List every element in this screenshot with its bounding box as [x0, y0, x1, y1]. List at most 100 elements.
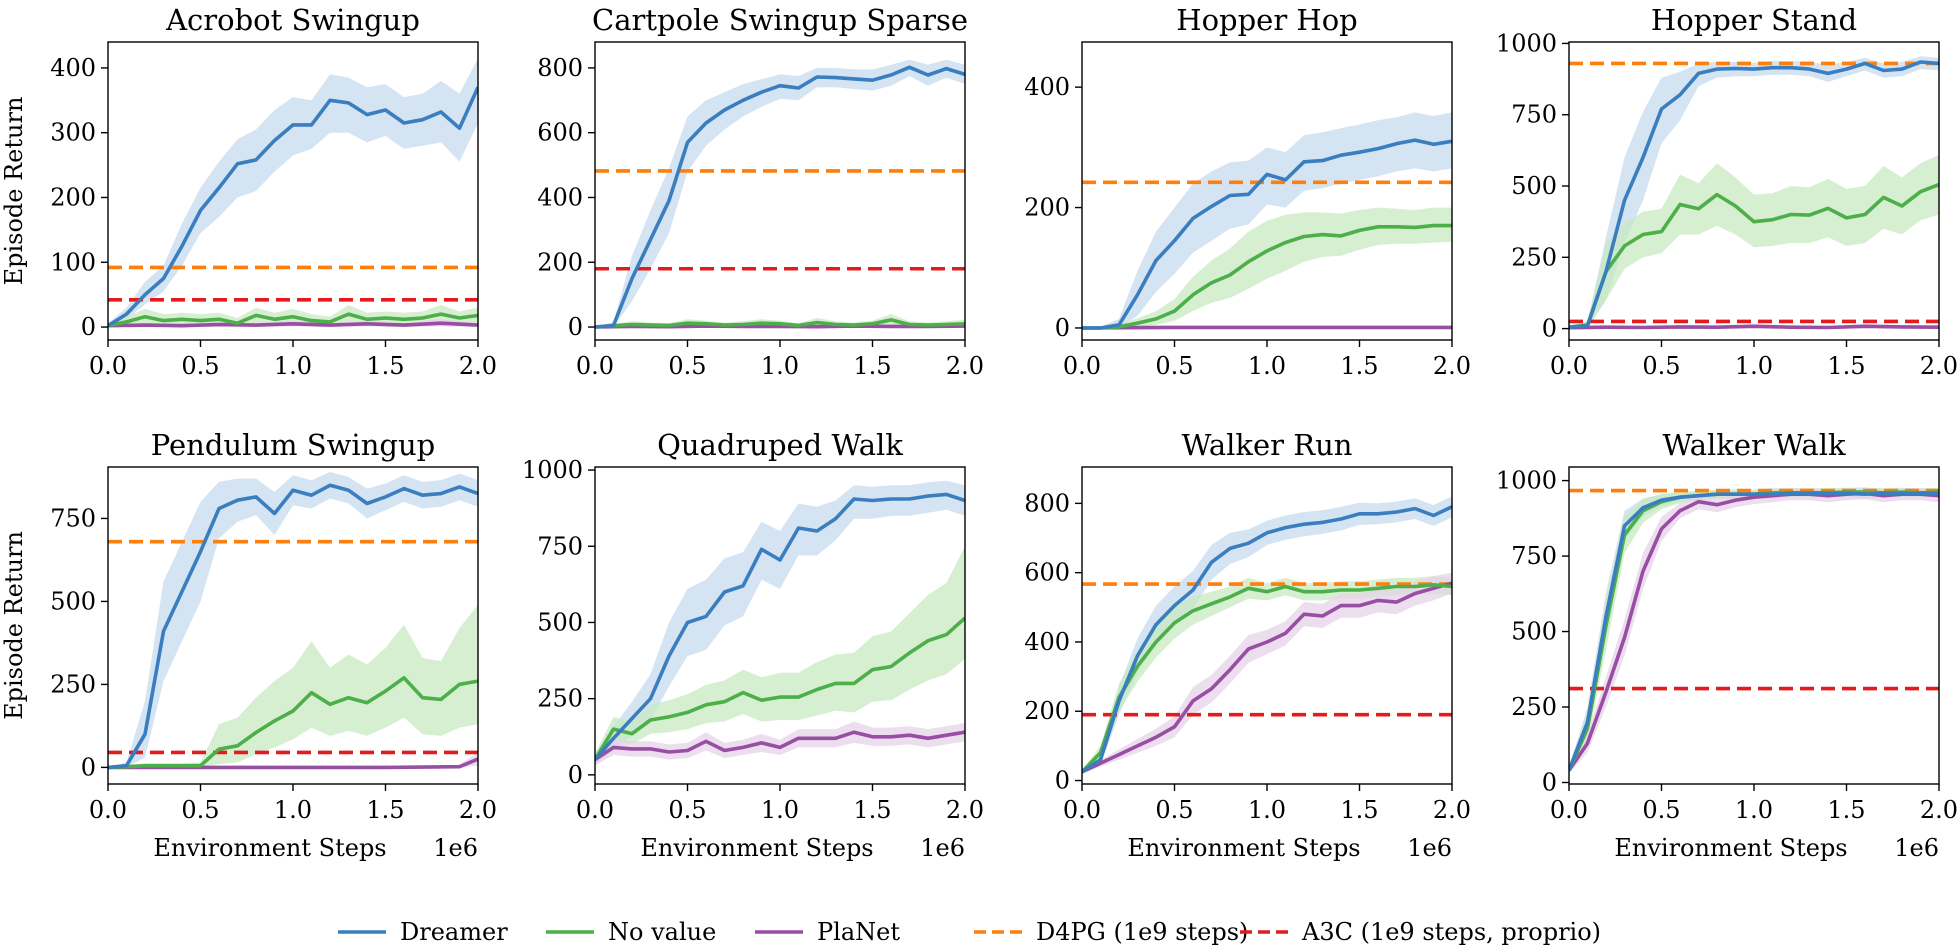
plot-area — [1082, 112, 1452, 330]
novalue-line — [1082, 582, 1452, 774]
planet-line — [108, 321, 478, 328]
panel-2: 0 200 400 600 800 0.0 0.5 1.0 1.5 2.0 Cartpole Swi… — [537, 3, 984, 380]
panel-title: Quadruped Walk — [657, 428, 903, 462]
x-axis-multiplier: 1e6 — [433, 834, 478, 862]
x-tick-label: 0.5 — [668, 352, 706, 380]
x-tick-label: 1.5 — [366, 352, 404, 380]
y-tick-label: 0 — [568, 313, 583, 341]
x-tick-label: 0.0 — [1550, 796, 1588, 824]
plot-area — [108, 58, 478, 328]
y-tick-label: 250 — [1511, 243, 1557, 271]
y-tick-label: 800 — [537, 54, 583, 82]
x-tick-label: 1.5 — [1827, 352, 1865, 380]
y-tick-label: 200 — [1024, 194, 1070, 222]
y-tick-label: 500 — [537, 608, 583, 636]
y-tick-label: 250 — [537, 685, 583, 713]
y-tick-label: 0 — [1055, 314, 1070, 342]
dreamer-band — [595, 59, 965, 328]
y-tick-label: 400 — [1024, 73, 1070, 101]
x-tick-label: 2.0 — [946, 352, 984, 380]
x-axis-multiplier: 1e6 — [920, 834, 965, 862]
y-tick-label: 1000 — [1496, 467, 1557, 495]
dreamer-line — [595, 492, 965, 761]
planet-band — [595, 721, 965, 766]
plot-area — [1569, 487, 1939, 774]
novalue-line — [1569, 182, 1939, 329]
x-axis-label: Environment Steps — [1127, 834, 1360, 862]
x-tick-label: 0.0 — [89, 796, 127, 824]
x-tick-label: 1.0 — [274, 796, 312, 824]
y-tick-label: 200 — [1024, 697, 1070, 725]
x-tick-label: 0.0 — [89, 352, 127, 380]
x-tick-label: 1.5 — [1340, 352, 1378, 380]
x-tick-label: 1.5 — [1340, 796, 1378, 824]
dreamer-band — [1082, 112, 1452, 329]
panel-5: 0 250 500 750 0.0 0.5 1.0 1.5 2.0 Pendulum Swingu… — [0, 428, 497, 862]
x-tick-label: 2.0 — [1920, 796, 1958, 824]
x-tick-label: 2.0 — [1433, 352, 1471, 380]
legend-item: A3C (1e9 steps, proprio) — [1240, 918, 1601, 946]
x-tick-label: 2.0 — [459, 796, 497, 824]
x-tick-label: 0.0 — [576, 796, 614, 824]
x-tick-label: 0.5 — [1155, 796, 1193, 824]
novalue-band — [108, 604, 478, 768]
panel-title: Cartpole Swingup Sparse — [592, 3, 968, 37]
novalue-line — [108, 675, 478, 770]
legend-label: PlaNet — [817, 918, 900, 946]
novalue-line — [595, 616, 965, 761]
panel-3: 0 200 400 0.0 0.5 1.0 1.5 2.0 Hopper Hop — [1024, 3, 1471, 380]
novalue-line — [1082, 223, 1452, 330]
panel-1: 0 100 200 300 400 0.0 0.5 1.0 1.5 2.0 Acrobot Swin… — [0, 3, 497, 380]
dreamer-band — [595, 480, 965, 766]
novalue-band — [1569, 154, 1939, 329]
panel-6: 0 250 500 750 1000 0.0 0.5 1.0 1.5 2.0 Quadruped W… — [522, 428, 984, 862]
y-tick-label: 250 — [50, 670, 96, 698]
y-tick-label: 0 — [1542, 315, 1557, 343]
x-tick-label: 0.5 — [668, 796, 706, 824]
panel-8: 0 250 500 750 1000 0.0 0.5 1.0 1.5 2.0 Walker Walk… — [1496, 428, 1958, 862]
dreamer-line — [1082, 138, 1452, 330]
legend-item: Dreamer — [338, 918, 508, 946]
x-tick-label: 2.0 — [1433, 796, 1471, 824]
y-tick-label: 500 — [50, 587, 96, 615]
y-tick-label: 400 — [537, 183, 583, 211]
legend-item: PlaNet — [755, 918, 900, 946]
planet-band — [1082, 572, 1452, 774]
x-tick-label: 1.0 — [1735, 796, 1773, 824]
x-tick-label: 1.0 — [1248, 796, 1286, 824]
x-axis-label: Environment Steps — [153, 834, 386, 862]
y-tick-label: 0 — [1055, 767, 1070, 795]
y-tick-label: 750 — [1511, 542, 1557, 570]
legend-label: D4PG (1e9 steps) — [1036, 918, 1248, 946]
planet-line — [1082, 581, 1452, 774]
legend-label: A3C (1e9 steps, proprio) — [1301, 918, 1601, 946]
y-axis-label: Episode Return — [0, 97, 28, 286]
y-tick-label: 0 — [1542, 768, 1557, 796]
y-tick-label: 750 — [1511, 101, 1557, 129]
x-tick-label: 2.0 — [459, 352, 497, 380]
dreamer-band — [108, 58, 478, 327]
dreamer-line — [108, 86, 478, 328]
y-tick-label: 200 — [537, 248, 583, 276]
dreamer-line — [1569, 491, 1939, 772]
y-tick-label: 750 — [537, 532, 583, 560]
plot-area — [595, 480, 965, 766]
y-tick-label: 600 — [537, 119, 583, 147]
y-tick-label: 500 — [1511, 618, 1557, 646]
panel-title: Walker Walk — [1662, 428, 1846, 462]
legend-label: Dreamer — [400, 918, 508, 946]
x-tick-label: 0.0 — [1063, 796, 1101, 824]
y-tick-label: 1000 — [1496, 29, 1557, 57]
x-axis-multiplier: 1e6 — [1894, 834, 1939, 862]
x-tick-label: 0.0 — [1063, 352, 1101, 380]
panels: 0 100 200 300 400 0.0 0.5 1.0 1.5 2.0 Acrobot Swin… — [0, 3, 1958, 862]
legend-item: No value — [546, 918, 716, 946]
planet-line — [595, 730, 965, 762]
x-tick-label: 1.0 — [761, 796, 799, 824]
y-tick-label: 600 — [1024, 559, 1070, 587]
y-tick-label: 400 — [50, 54, 96, 82]
dreamer-line — [1082, 505, 1452, 774]
panel-title: Walker Run — [1182, 428, 1353, 462]
dreamer-line — [108, 483, 478, 770]
plot-area — [108, 472, 478, 770]
